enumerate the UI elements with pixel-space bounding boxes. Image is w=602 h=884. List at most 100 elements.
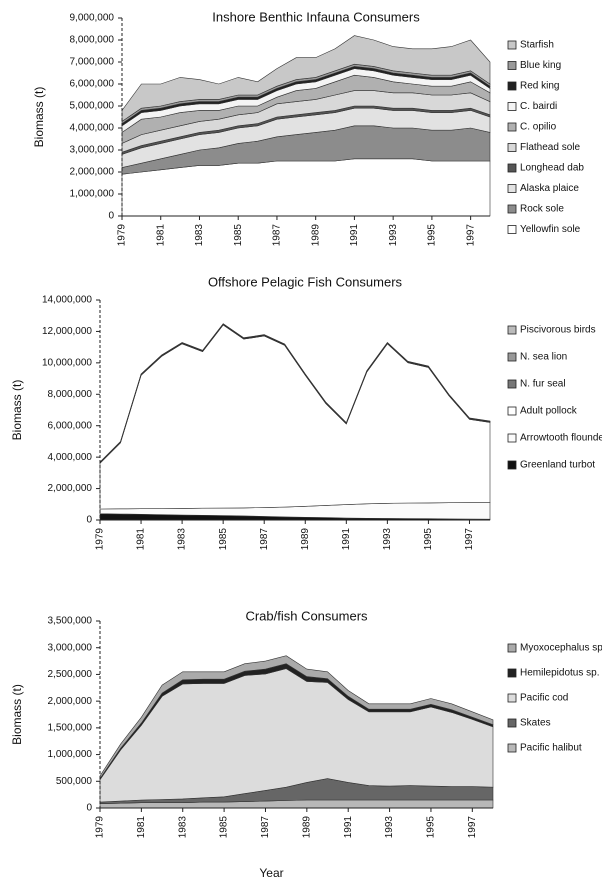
y-tick-label: 14,000,000 <box>42 295 92 306</box>
y-tick-label: 9,000,000 <box>70 13 115 24</box>
y-tick-label: 6,000,000 <box>48 420 93 431</box>
legend-label: Hemilepidotus sp. <box>520 668 599 679</box>
y-tick-label: 2,000,000 <box>70 167 115 178</box>
x-tick-label: 1993 <box>384 816 395 839</box>
x-tick-label: 1987 <box>259 528 270 551</box>
legend-label: C. bairdi <box>520 101 557 112</box>
x-tick-label: 1981 <box>136 816 147 839</box>
legend-swatch <box>507 81 517 91</box>
y-tick-label: 1,000,000 <box>48 749 93 760</box>
legend-swatch <box>507 460 517 470</box>
x-tick-label: 1983 <box>177 528 188 551</box>
legend-label: Pacific cod <box>520 693 568 704</box>
x-tick-label: 1997 <box>467 816 478 839</box>
legend-swatch <box>507 122 517 132</box>
chart-title: Inshore Benthic Infauna Consumers <box>212 9 420 24</box>
legend-swatch <box>507 352 517 362</box>
x-tick-label: 1985 <box>218 528 229 551</box>
x-tick-label: 1997 <box>465 224 476 247</box>
legend-label: N. fur seal <box>520 379 566 390</box>
y-tick-label: 2,500,000 <box>48 669 93 680</box>
x-tick-label: 1989 <box>301 816 312 839</box>
y-tick-label: 10,000,000 <box>42 357 92 368</box>
y-tick-label: 3,500,000 <box>48 616 93 627</box>
y-tick-label: 0 <box>108 211 114 222</box>
legend-label: Alaska plaice <box>520 183 579 194</box>
y-tick-label: 2,000,000 <box>48 696 93 707</box>
area <box>99 655 494 780</box>
legend-label: Arrowtooth flounder <box>520 433 602 444</box>
y-tick-label: 5,000,000 <box>70 101 115 112</box>
x-tick-label: 1983 <box>177 816 188 839</box>
y-tick-label: 1,500,000 <box>48 722 93 733</box>
chart-title: Crab/fish Consumers <box>245 608 368 623</box>
legend-swatch <box>507 325 517 335</box>
y-tick-label: 4,000,000 <box>70 123 115 134</box>
y-tick-label: 500,000 <box>56 776 93 787</box>
legend-swatch <box>507 743 517 753</box>
legend-swatch <box>507 643 517 653</box>
legend-label: C. opilio <box>520 122 557 133</box>
legend-swatch <box>507 668 517 678</box>
legend-label: Rock sole <box>520 204 564 215</box>
legend-swatch <box>507 61 517 70</box>
x-tick-label: 1993 <box>388 224 399 247</box>
x-tick-label: 1991 <box>341 528 352 551</box>
y-tick-label: 4,000,000 <box>48 452 93 463</box>
y-axis-label: Biomass (t) <box>10 684 24 745</box>
y-tick-label: 7,000,000 <box>70 57 115 68</box>
y-tick-label: 12,000,000 <box>42 326 92 337</box>
x-tick-label: 1985 <box>219 816 230 839</box>
legend-label: Starfish <box>520 40 554 51</box>
x-tick-label: 1995 <box>427 224 438 247</box>
area <box>99 324 491 510</box>
y-tick-label: 6,000,000 <box>70 79 115 90</box>
legend-swatch <box>507 163 517 173</box>
legend-swatch <box>507 406 517 416</box>
legend-label: Yellowfin sole <box>520 224 581 235</box>
x-tick-label: 1991 <box>343 816 354 839</box>
y-tick-label: 8,000,000 <box>70 35 115 46</box>
legend-swatch <box>507 693 517 703</box>
legend-label: Red king <box>520 81 559 92</box>
area <box>99 668 494 803</box>
x-tick-label: 1979 <box>117 224 128 247</box>
legend-swatch <box>507 718 517 728</box>
x-tick-label: 1979 <box>95 528 106 551</box>
legend-label: N. sea lion <box>520 352 567 363</box>
x-tick-label: 1985 <box>233 224 244 247</box>
y-tick-label: 3,000,000 <box>48 642 93 653</box>
legend-swatch <box>507 40 517 50</box>
legend-label: Blue king <box>520 60 561 71</box>
x-axis-label: Year <box>259 866 283 880</box>
legend-swatch <box>507 433 517 443</box>
x-tick-label: 1995 <box>426 816 437 839</box>
x-tick-label: 1981 <box>136 528 147 551</box>
y-axis-label: Biomass (t) <box>32 87 46 148</box>
legend-label: Myoxocephalus sp. <box>520 643 602 654</box>
x-tick-label: 1983 <box>194 224 205 247</box>
legend-label: Flathead sole <box>520 142 580 153</box>
x-tick-label: 1995 <box>423 528 434 551</box>
legend-label: Longhead dab <box>520 163 584 174</box>
legend-label: Greenland turbot <box>520 460 595 471</box>
y-tick-label: 2,000,000 <box>48 483 93 494</box>
legend-label: Piscivorous birds <box>520 325 596 336</box>
x-tick-label: 1991 <box>349 224 360 247</box>
y-tick-label: 3,000,000 <box>70 145 115 156</box>
legend-label: Adult pollock <box>520 406 578 417</box>
y-tick-label: 1,000,000 <box>70 189 115 200</box>
chart-title: Offshore Pelagic Fish Consumers <box>208 274 403 289</box>
x-tick-label: 1979 <box>95 816 106 839</box>
legend-label: Skates <box>520 718 551 729</box>
legend-swatch <box>507 102 517 111</box>
y-tick-label: 0 <box>86 515 92 526</box>
x-tick-label: 1987 <box>260 816 271 839</box>
x-tick-label: 1989 <box>310 224 321 247</box>
legend-swatch <box>507 379 517 389</box>
y-tick-label: 0 <box>86 803 92 814</box>
legend-label: Pacific halibut <box>520 743 582 754</box>
legend-swatch <box>507 184 517 193</box>
y-tick-label: 8,000,000 <box>48 389 93 400</box>
